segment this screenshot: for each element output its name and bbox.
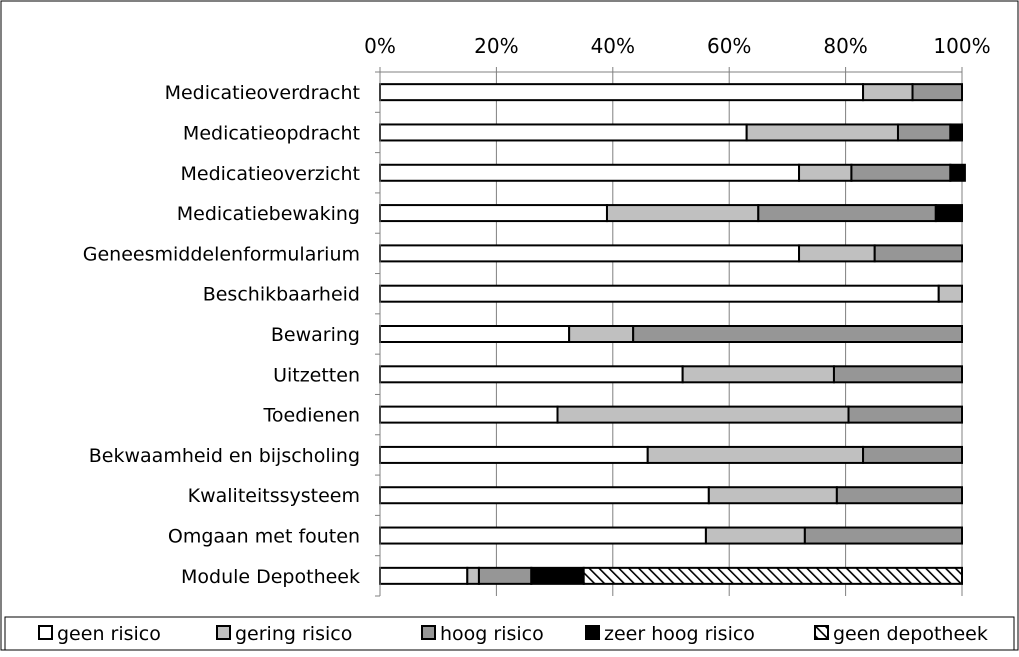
bar-segment [379, 244, 801, 263]
legend-swatch [585, 625, 600, 640]
bar-segment [379, 526, 707, 545]
legend-swatch [216, 625, 231, 640]
bar-row [379, 83, 964, 102]
bar-segment [832, 365, 964, 384]
bar-segment [379, 123, 748, 142]
bar-segment [862, 83, 914, 102]
bar-segment [379, 163, 801, 182]
legend-label: hoog risico [440, 623, 544, 645]
bar-segment [379, 566, 469, 585]
category-label: Beschikbaarheid [203, 284, 360, 306]
x-tick-label: 0% [364, 34, 396, 58]
category-label: Bekwaamheid en bijscholing [89, 445, 360, 467]
bar-row [379, 365, 964, 384]
bar-segment [911, 83, 964, 102]
bar-segment [896, 123, 952, 142]
x-tick-label: 40% [591, 34, 635, 58]
category-label: Medicatieoverzicht [181, 163, 361, 185]
legend-label: geen depotheek [833, 623, 988, 645]
category-label: Uitzetten [273, 364, 360, 386]
category-label: Toedienen [263, 405, 361, 427]
bar-row [379, 566, 963, 585]
bar-segment [707, 486, 838, 505]
bar-segment [681, 365, 835, 384]
legend-label: geen risico [57, 623, 161, 645]
bar-segment [605, 204, 760, 223]
category-label: Geneesmiddelenformularium [83, 243, 360, 265]
axes [375, 71, 962, 597]
x-tick-label: 80% [823, 34, 867, 58]
bar-segment [379, 325, 571, 343]
legend-swatch [38, 625, 53, 640]
x-axis-ticks: 0% 20% 40% 60% 80% 100% [364, 34, 990, 58]
bar-segment [873, 244, 964, 263]
bar-segment [379, 365, 684, 384]
bar-segment [798, 163, 853, 182]
legend-label: gering risico [235, 623, 352, 645]
x-tick-label: 20% [474, 34, 518, 58]
category-label: Kwaliteitssysteem [188, 485, 360, 507]
bar-segment [477, 566, 533, 585]
bar-segment [632, 325, 963, 343]
category-labels: Medicatieoverdracht Medicatieopdracht Medi… [83, 82, 360, 588]
bar-segment [556, 405, 850, 424]
legend-box [4, 616, 1015, 651]
bar-segment [379, 83, 865, 102]
bar-segment [379, 204, 608, 223]
bar-segment [937, 284, 963, 303]
category-label: Medicatieopdracht [183, 122, 360, 144]
legend: geen risico gering risico hoog risico zeer … [4, 616, 1015, 651]
bar-segment [379, 405, 559, 424]
bar-row [379, 244, 964, 263]
bar-segment [803, 526, 963, 545]
category-label: Module Depotheek [181, 566, 360, 588]
bar-row [379, 526, 963, 545]
bar-segment [949, 123, 963, 142]
bar-row [379, 405, 964, 424]
category-label: Medicatieoverdracht [165, 82, 360, 104]
bar-segment [379, 284, 940, 303]
bar-segment [847, 405, 964, 424]
category-label: Omgaan met fouten [168, 526, 360, 548]
bar-segment [745, 123, 899, 142]
x-tick-label: 100% [933, 34, 990, 58]
category-label: Bewaring [271, 324, 360, 346]
bar-segment [466, 566, 480, 585]
bar-row [379, 486, 963, 505]
bar-segment [949, 163, 966, 182]
bar-row [379, 445, 963, 464]
bar-segment [530, 566, 585, 585]
legend-label: zeer hoog risico [604, 623, 755, 645]
bar-segment [568, 325, 635, 343]
bar-segment [934, 204, 963, 223]
bar-segment [850, 163, 952, 182]
x-tick-label: 60% [707, 34, 751, 58]
bar-row [379, 325, 963, 343]
bar-row [379, 284, 963, 303]
legend-swatch [421, 625, 436, 640]
legend-swatch [814, 625, 829, 640]
bar-segment [379, 486, 710, 505]
bar-row [379, 204, 963, 223]
bar-segment [835, 486, 963, 505]
category-label: Medicatiebewaking [177, 203, 360, 225]
bar-segment [379, 445, 649, 464]
bar-segment [757, 204, 937, 223]
bar-segment [646, 445, 865, 464]
bar-segment [582, 566, 963, 585]
bars [379, 83, 966, 585]
bar-row [379, 163, 966, 182]
bar-segment [862, 445, 963, 464]
bar-segment [704, 526, 806, 545]
bar-row [379, 123, 963, 142]
bar-segment [798, 244, 876, 263]
